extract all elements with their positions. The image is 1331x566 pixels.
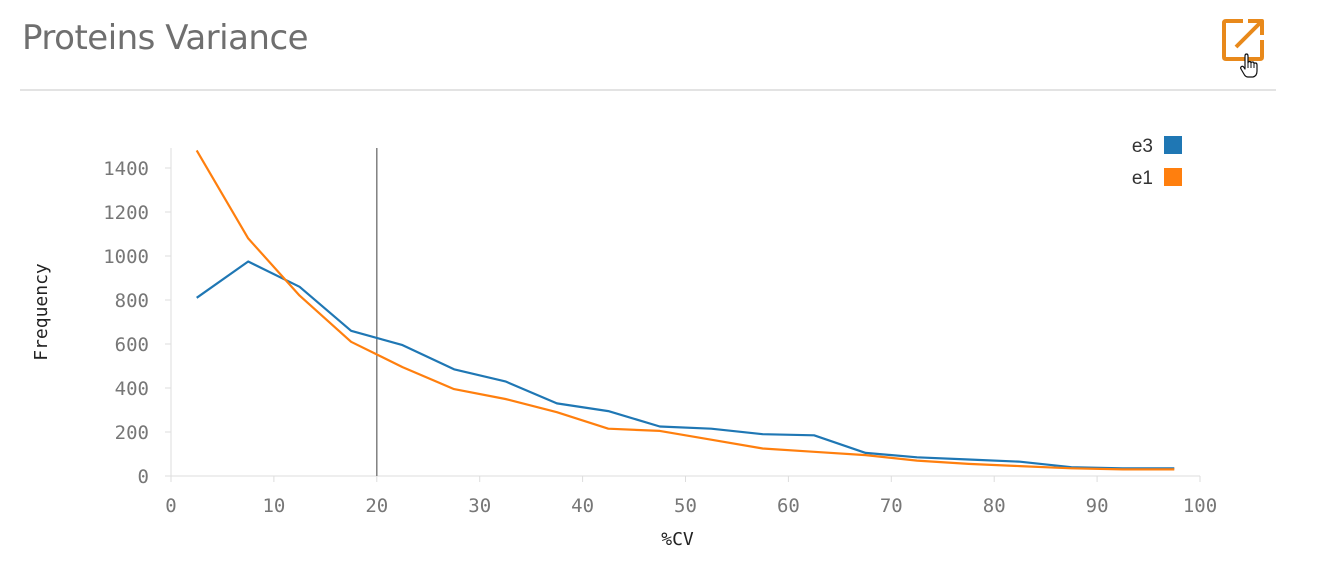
x-tick-label: 60 (777, 495, 800, 517)
y-tick-label: 400 (115, 378, 149, 400)
x-tick-label: 80 (983, 495, 1006, 517)
hand-cursor-icon (1240, 53, 1258, 78)
y-tick-label: 1000 (103, 246, 149, 268)
y-tick-label: 1200 (103, 202, 149, 224)
x-axis-title: %CV (661, 529, 694, 550)
legend-label-e3: e3 (1132, 136, 1153, 157)
x-tick-label: 90 (1086, 495, 1109, 517)
title-divider (20, 89, 1276, 91)
x-tick-label: 70 (880, 495, 903, 517)
y-tick-label: 0 (138, 466, 149, 488)
y-axis: 0 200 400 600 800 1000 1200 1400 (103, 148, 172, 488)
x-tick-label: 100 (1183, 495, 1217, 517)
external-link-icon[interactable] (1221, 18, 1265, 62)
panel-title: Proteins Variance (22, 18, 309, 58)
x-tick-label: 30 (468, 495, 491, 517)
x-tick-label: 50 (674, 495, 697, 517)
legend-swatch-e3 (1164, 136, 1182, 154)
y-tick-label: 200 (115, 422, 149, 444)
y-tick-label: 1400 (103, 158, 149, 180)
y-tick-label: 800 (115, 290, 149, 312)
y-axis-title: Frequency (31, 263, 52, 361)
x-axis: 0 10 20 30 40 50 60 70 80 90 100 (165, 475, 1217, 517)
x-tick-label: 10 (262, 495, 285, 517)
x-tick-label: 0 (165, 495, 176, 517)
legend-label-e1: e1 (1132, 168, 1153, 189)
series-line-e1 (195, 149, 1175, 471)
legend: e3 e1 (1132, 136, 1182, 189)
y-tick-label: 600 (115, 334, 149, 356)
series-line-e3 (196, 260, 1175, 470)
x-tick-label: 40 (571, 495, 594, 517)
legend-swatch-e1 (1164, 168, 1182, 186)
expand-button[interactable] (1221, 18, 1265, 62)
x-tick-label: 20 (365, 495, 388, 517)
proteins-variance-chart: 0 200 400 600 800 1000 1200 1400 0 10 20 30 40 50 60 7… (31, 136, 1217, 550)
